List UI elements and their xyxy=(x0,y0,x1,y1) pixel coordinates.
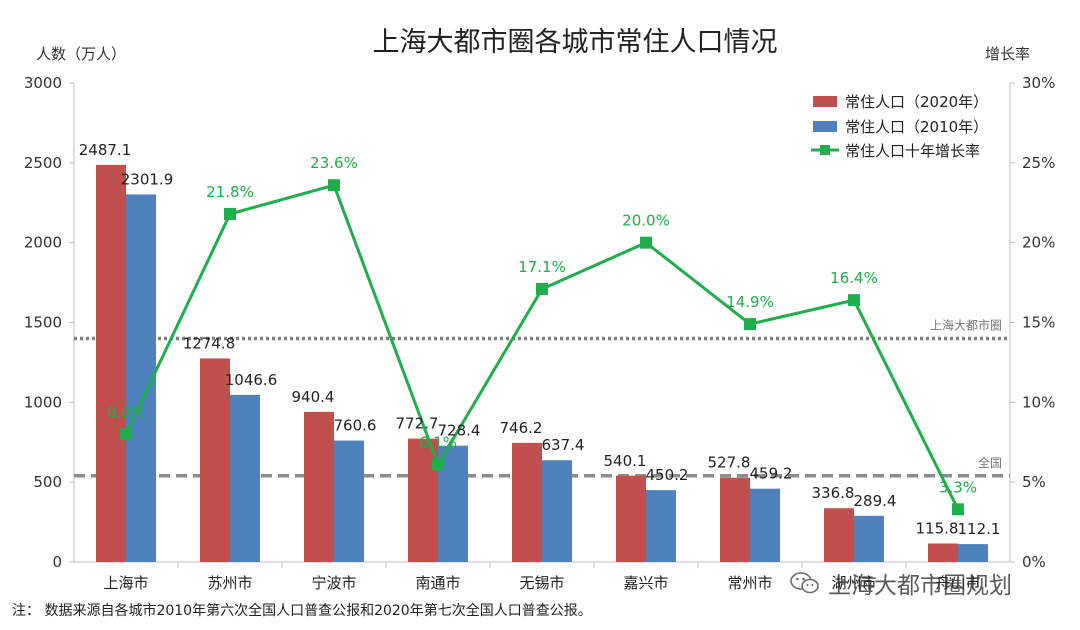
bar-label-2020: 940.4 xyxy=(292,388,335,406)
bar-2020 xyxy=(928,543,958,562)
x-tick-label: 湖州市 xyxy=(831,574,876,592)
bar-2020 xyxy=(200,358,230,562)
bar-2010 xyxy=(334,440,364,562)
growth-marker xyxy=(536,282,548,295)
y-tick-label: 500 xyxy=(33,473,62,491)
bar-label-2010: 112.1 xyxy=(958,520,1001,538)
y-tick-label: 2000 xyxy=(24,234,62,252)
x-tick-label: 苏州市 xyxy=(207,574,252,592)
bar-2010 xyxy=(854,515,884,562)
growth-label: 17.1% xyxy=(518,258,566,276)
bar-2020 xyxy=(720,477,750,562)
bar-2020 xyxy=(96,164,126,562)
x-tick-label: 舟山市 xyxy=(935,574,980,592)
y-tick-label: 3000 xyxy=(24,74,62,92)
growth-marker xyxy=(952,503,964,516)
y-axis-label: 人数（万人） xyxy=(36,45,126,63)
bar-label-2010: 2301.9 xyxy=(121,170,174,188)
bar-label-2010: 728.4 xyxy=(438,422,481,440)
bar-2020 xyxy=(304,411,334,562)
bar-label-2020: 772.7 xyxy=(396,415,439,433)
growth-marker xyxy=(120,428,132,441)
growth-line-series xyxy=(120,179,964,516)
chart-title: 上海大都市圈各城市常住人口情况 xyxy=(373,27,778,58)
y-tick-label: 1000 xyxy=(24,393,62,411)
x-tick-label: 南通市 xyxy=(415,574,460,592)
growth-label: 21.8% xyxy=(206,183,254,201)
x-tick-label: 上海市 xyxy=(103,574,148,592)
growth-marker xyxy=(744,318,756,331)
growth-label: 3.3% xyxy=(939,478,977,496)
legend-label-2010: 常住人口（2010年） xyxy=(845,118,988,136)
y2-tick-label: 0% xyxy=(1022,553,1046,571)
legend-swatch-2020 xyxy=(813,96,837,107)
bar-label-2020: 746.2 xyxy=(500,419,543,437)
growth-label: 8.0% xyxy=(107,403,145,421)
y2-tick-label: 20% xyxy=(1022,234,1055,252)
bar-label-2010: 289.4 xyxy=(854,492,897,510)
growth-marker xyxy=(640,236,652,249)
y2-axis-label: 增长率 xyxy=(985,45,1030,63)
x-tick-label: 宁波市 xyxy=(311,574,356,592)
bar-label-2020: 2487.1 xyxy=(79,141,132,159)
bar-label-2010: 1046.6 xyxy=(225,371,278,389)
x-tick-label: 嘉兴市 xyxy=(623,574,668,592)
bar-label-2020: 1274.8 xyxy=(183,334,236,352)
legend-label-2020: 常住人口（2020年） xyxy=(845,93,988,111)
y-tick-label: 2500 xyxy=(24,154,62,172)
y2-tick-label: 15% xyxy=(1022,314,1055,332)
reference-line-label: 全国 xyxy=(978,455,1002,470)
growth-marker xyxy=(432,458,444,471)
bar-2010 xyxy=(958,544,988,562)
bar-label-2020: 115.8 xyxy=(916,520,959,538)
bar-label-2020: 540.1 xyxy=(604,452,647,470)
legend-label-growth: 常住人口十年增长率 xyxy=(845,142,980,160)
growth-marker xyxy=(328,179,340,192)
legend-marker-growth xyxy=(820,145,830,155)
y2-tick-label: 5% xyxy=(1022,473,1046,491)
watermark: 上海大都市圈规划 xyxy=(790,566,1012,600)
reference-line-label: 上海大都市圈 xyxy=(930,317,1002,332)
y-tick-label: 0 xyxy=(52,553,62,571)
bar-2010 xyxy=(230,394,260,562)
legend-swatch-2010 xyxy=(813,121,837,132)
wechat-icon xyxy=(790,572,819,594)
y2-tick-label: 25% xyxy=(1022,154,1055,172)
y2-tick-label: 30% xyxy=(1022,74,1055,92)
bar-label-2010: 760.6 xyxy=(334,417,377,435)
bar-2020 xyxy=(512,442,542,562)
x-tick-label: 无锡市 xyxy=(519,574,564,592)
bar-2020 xyxy=(824,508,854,562)
y-tick-label: 1500 xyxy=(24,314,62,332)
source-note: 注： 数据来源自各城市2010年第六次全国人口普查公报和2020年第七次全国人口… xyxy=(12,603,592,619)
bar-label-2010: 637.4 xyxy=(542,436,585,454)
y2-tick-label: 10% xyxy=(1022,393,1055,411)
bar-2010 xyxy=(646,490,676,562)
growth-label: 16.4% xyxy=(830,269,878,287)
bar-2010 xyxy=(750,488,780,562)
growth-marker xyxy=(224,207,236,220)
bar-2020 xyxy=(408,438,438,562)
bar-2020 xyxy=(616,475,646,562)
growth-label: 20.0% xyxy=(622,212,670,230)
bar-label-2020: 336.8 xyxy=(812,484,855,502)
legend: 常住人口（2020年） 常住人口（2010年） 常住人口十年增长率 xyxy=(811,93,988,160)
growth-label: 6.1% xyxy=(419,434,457,452)
growth-label: 23.6% xyxy=(310,154,358,172)
bar-2010 xyxy=(542,460,572,562)
watermark-text: 上海大都市圈规划 xyxy=(828,573,1012,599)
bar-label-2010: 450.2 xyxy=(646,466,689,484)
axes: 0 500 1000 1500 2000 2500 3000 0% 5% 10% 15% 20% 25%… xyxy=(24,74,1056,592)
bar-label-2010: 459.2 xyxy=(750,465,793,483)
growth-marker xyxy=(848,294,860,307)
bar-label-2020: 527.8 xyxy=(708,454,751,472)
growth-label: 14.9% xyxy=(726,293,774,311)
x-tick-label: 常州市 xyxy=(727,574,772,592)
